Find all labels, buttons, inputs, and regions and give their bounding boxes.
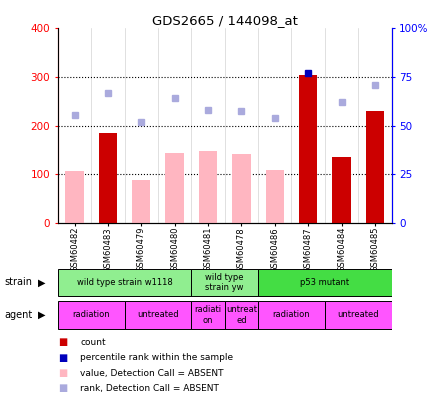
- Bar: [366, 111, 384, 223]
- Text: agent: agent: [4, 310, 32, 320]
- Text: percentile rank within the sample: percentile rank within the sample: [80, 353, 233, 362]
- Text: untreated: untreated: [337, 310, 379, 320]
- Bar: [58, 301, 125, 328]
- Bar: [225, 301, 258, 328]
- Text: radiation: radiation: [73, 310, 110, 320]
- Title: GDS2665 / 144098_at: GDS2665 / 144098_at: [152, 14, 298, 27]
- Text: wild type
strain yw: wild type strain yw: [206, 273, 244, 292]
- Bar: [65, 171, 84, 223]
- Text: rank, Detection Call = ABSENT: rank, Detection Call = ABSENT: [80, 384, 219, 393]
- Text: ■: ■: [58, 368, 67, 378]
- Text: ■: ■: [58, 384, 67, 393]
- Bar: [191, 301, 225, 328]
- Bar: [232, 154, 251, 223]
- Text: radiati
on: radiati on: [194, 305, 222, 324]
- Bar: [132, 180, 150, 223]
- Bar: [191, 269, 258, 296]
- Text: ■: ■: [58, 353, 67, 362]
- Bar: [266, 170, 284, 223]
- Bar: [299, 75, 317, 223]
- Text: ■: ■: [58, 337, 67, 347]
- Bar: [125, 301, 191, 328]
- Bar: [58, 269, 191, 296]
- Bar: [332, 157, 351, 223]
- Text: ▶: ▶: [38, 277, 45, 288]
- Text: wild type strain w1118: wild type strain w1118: [77, 278, 173, 287]
- Bar: [325, 301, 392, 328]
- Bar: [199, 151, 217, 223]
- Text: count: count: [80, 338, 106, 347]
- Text: untreat
ed: untreat ed: [226, 305, 257, 324]
- Bar: [258, 301, 325, 328]
- Bar: [258, 269, 392, 296]
- Text: radiation: radiation: [273, 310, 310, 320]
- Bar: [99, 133, 117, 223]
- Text: untreated: untreated: [137, 310, 179, 320]
- Text: strain: strain: [4, 277, 32, 288]
- Text: value, Detection Call = ABSENT: value, Detection Call = ABSENT: [80, 369, 223, 377]
- Text: p53 mutant: p53 mutant: [300, 278, 349, 287]
- Text: ▶: ▶: [38, 310, 45, 320]
- Bar: [166, 153, 184, 223]
